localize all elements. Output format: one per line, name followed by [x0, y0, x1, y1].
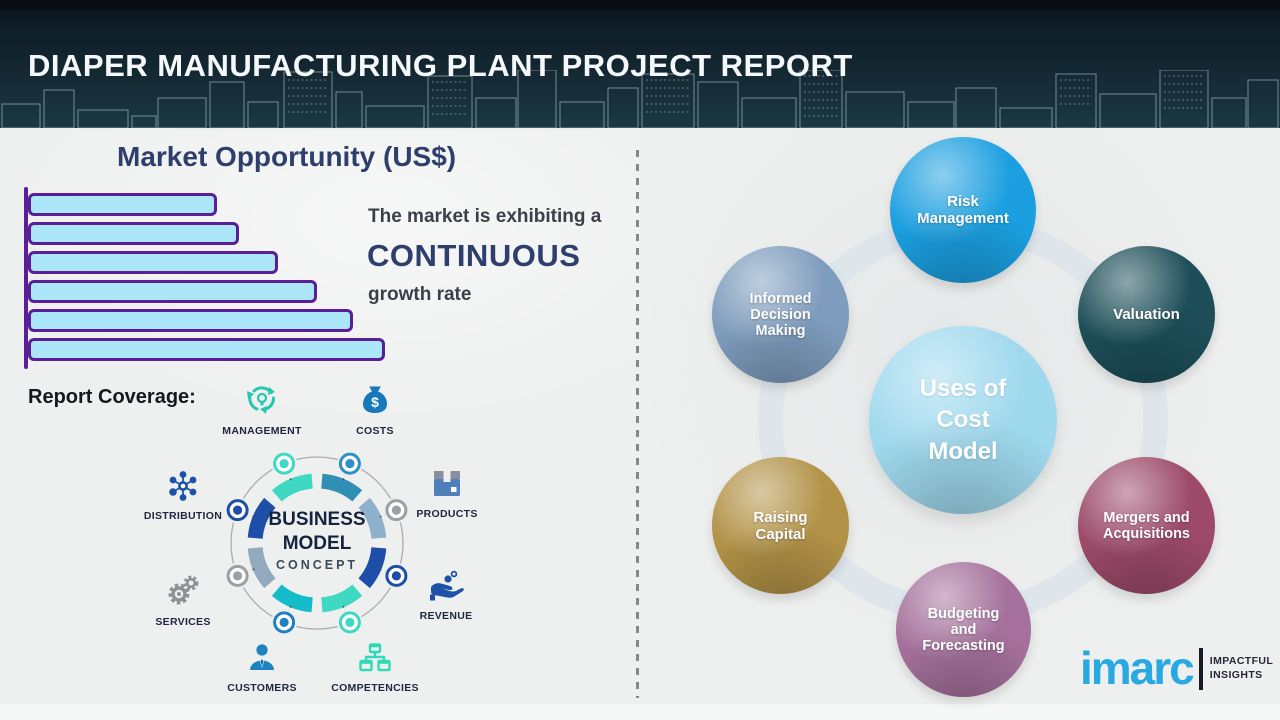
uses-item-risk-management: Risk Management: [890, 137, 1036, 283]
report-coverage-title: Report Coverage:: [28, 386, 196, 408]
dashed-divider: [636, 150, 639, 698]
uses-center-circle: Uses of Cost Model: [869, 326, 1057, 514]
org-chart-icon: [359, 643, 391, 672]
page-title: DIAPER MANUFACTURING PLANT PROJECT REPOR…: [28, 48, 853, 83]
business-model-word3: CONCEPT: [275, 557, 359, 572]
coverage-item-label: COMPETENCIES: [331, 682, 419, 694]
market-annotation-line1: The market is exhibiting a: [368, 206, 602, 227]
market-opportunity-title: Market Opportunity (US$): [117, 141, 457, 172]
business-model-word2: MODEL: [282, 532, 352, 554]
business-model-center-text: BUSINESS MODEL CONCEPT: [237, 508, 397, 572]
network-hub-icon: [169, 471, 197, 501]
management-cycle-icon: [247, 386, 276, 414]
bar: [28, 193, 217, 216]
business-model-ring-diagram: [224, 450, 410, 636]
coverage-item-label: MANAGEMENT: [222, 425, 302, 437]
coverage-item-label: DISTRIBUTION: [143, 510, 223, 522]
box-icon: [434, 471, 460, 496]
uses-item-informed-decision-making: Informed Decision Making: [712, 246, 849, 383]
bar: [28, 222, 239, 245]
uses-item-label: Budgeting and Forecasting: [922, 605, 1005, 654]
money-bag-icon: $: [363, 386, 387, 413]
uses-item-label: Risk Management: [917, 193, 1009, 227]
gears-icon: [168, 575, 199, 605]
coverage-item-products: PRODUCTS: [389, 468, 505, 520]
bar: [28, 280, 317, 303]
uses-center-label: Uses of Cost Model: [869, 373, 1057, 467]
ring-node-group: [224, 450, 410, 636]
coverage-item-distribution: DISTRIBUTION: [125, 470, 241, 522]
coverage-item-services: SERVICES: [125, 574, 241, 628]
imarc-logo-tagline: IMPACTFUL INSIGHTS: [1210, 655, 1273, 682]
coverage-item-management: MANAGEMENT: [204, 383, 320, 437]
coverage-item-revenue: REVENUE: [388, 570, 504, 622]
coverage-item-label: PRODUCTS: [416, 508, 478, 520]
imarc-logo-divider: [1198, 648, 1203, 690]
header-banner: DIAPER MANUFACTURING PLANT PROJECT REPOR…: [0, 0, 1280, 128]
header-top-strip: [0, 0, 1280, 9]
bar-chart: [28, 193, 385, 361]
bar: [28, 309, 353, 332]
bar: [28, 338, 385, 361]
svg-text:$: $: [371, 394, 379, 410]
coverage-item-label: SERVICES: [155, 616, 211, 628]
coverage-item-label: CUSTOMERS: [227, 682, 297, 694]
coverage-item-competencies: COMPETENCIES: [317, 642, 433, 694]
coverage-item-customers: CUSTOMERS: [204, 642, 320, 694]
imarc-logo: imarc IMPACTFUL INSIGHTS: [1080, 642, 1273, 695]
city-skyline-illustration: [1, 70, 1279, 128]
uses-center-line2: Cost Model: [928, 406, 998, 465]
hand-coins-icon: [430, 570, 464, 601]
uses-item-valuation: Valuation: [1078, 246, 1215, 383]
uses-item-label: Raising Capital: [753, 508, 808, 543]
uses-item-label: Valuation: [1113, 306, 1180, 323]
bar-chart-axis: [24, 187, 28, 369]
coverage-item-costs: $ COSTS: [317, 383, 433, 437]
uses-item-mergers-acquisitions: Mergers and Acquisitions: [1078, 457, 1215, 594]
coverage-item-label: COSTS: [356, 425, 394, 437]
imarc-logo-wordmark: imarc: [1080, 642, 1195, 695]
uses-item-budgeting-forecasting: Budgeting and Forecasting: [896, 562, 1031, 697]
market-annotation-line3: growth rate: [368, 284, 472, 305]
business-model-word1: BUSINESS: [268, 509, 366, 530]
market-annotation-continuous: CONTINUOUS: [367, 238, 581, 273]
imarc-tagline-line2: INSIGHTS: [1209, 669, 1263, 681]
uses-center-line1: Uses of: [919, 375, 1007, 403]
footer-strip: [0, 704, 1280, 720]
imarc-tagline-line1: IMPACTFUL: [1209, 655, 1274, 668]
bar: [28, 251, 278, 274]
uses-item-label: Informed Decision Making: [749, 290, 812, 339]
coverage-item-label: REVENUE: [419, 610, 473, 622]
uses-item-raising-capital: Raising Capital: [712, 457, 849, 594]
person-icon: [250, 644, 274, 670]
uses-item-label: Mergers and Acquisitions: [1102, 509, 1190, 542]
